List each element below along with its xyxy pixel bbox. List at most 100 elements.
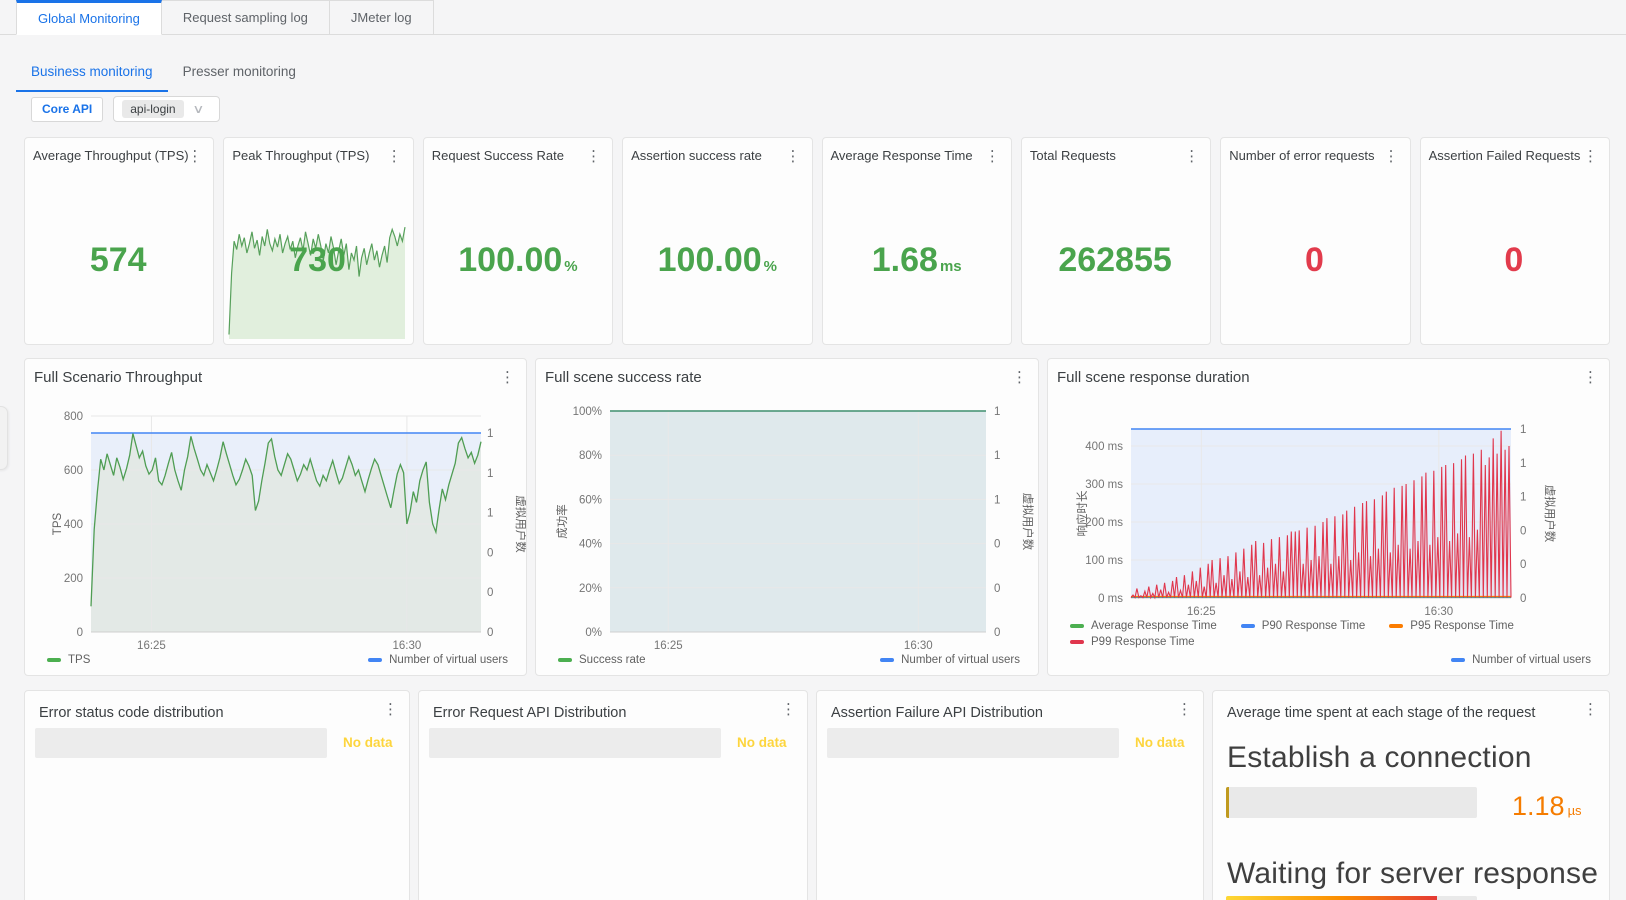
tab-label: Global Monitoring xyxy=(38,11,140,26)
kebab-menu-icon[interactable]: ⋮ xyxy=(500,369,515,386)
svg-text:成功率: 成功率 xyxy=(555,504,569,539)
kebab-menu-icon[interactable]: ⋮ xyxy=(1184,148,1200,165)
svg-text:100 ms: 100 ms xyxy=(1085,555,1123,567)
svg-text:虚拟用户数: 虚拟用户数 xyxy=(1021,493,1035,551)
legend-average-response-time[interactable]: Average Response Time xyxy=(1070,620,1217,632)
legend-virtual-users[interactable]: Number of virtual users xyxy=(368,654,508,666)
kebab-menu-icon[interactable]: ⋮ xyxy=(984,148,1000,165)
svg-text:1: 1 xyxy=(1520,458,1526,470)
legend-virtual-users[interactable]: Number of virtual users xyxy=(1451,654,1591,666)
svg-text:1: 1 xyxy=(994,406,1000,418)
legend-marker xyxy=(1451,658,1466,662)
tab-request-sampling-log[interactable]: Request sampling log xyxy=(161,0,330,35)
sub-tab-bar: Business monitoring Presser monitoring xyxy=(16,55,311,92)
stat-title: Total Requests xyxy=(1029,148,1116,163)
kebab-menu-icon[interactable]: ⋮ xyxy=(785,148,801,165)
svg-text:0 ms: 0 ms xyxy=(1098,593,1123,605)
stat-value: 0 xyxy=(1304,241,1324,279)
throughput-chart: 800 600 400 200 0 16:25 16:30 1 1 1 0 0 0 TPS 虚拟用户数 xyxy=(25,359,526,675)
legend-virtual-users[interactable]: Number of virtual users xyxy=(880,654,1020,666)
chart-card-success-rate: Full scene success rate ⋮ 100% 80% 60% 40% 2… xyxy=(535,358,1039,676)
panel-title: Assertion Failure API Distribution xyxy=(831,705,1043,721)
svg-text:800: 800 xyxy=(64,411,83,423)
svg-text:16:30: 16:30 xyxy=(393,640,422,652)
tab-global-monitoring[interactable]: Global Monitoring xyxy=(16,0,162,35)
kebab-menu-icon[interactable]: ⋮ xyxy=(383,701,398,718)
legend-marker xyxy=(1240,624,1255,628)
legend-label: TPS xyxy=(68,654,91,666)
svg-text:0: 0 xyxy=(487,627,493,639)
legend-tps[interactable]: TPS xyxy=(47,654,90,666)
tab-jmeter-log[interactable]: JMeter log xyxy=(329,0,434,35)
chevron-down-icon: ∨ xyxy=(191,102,205,116)
svg-text:100%: 100% xyxy=(573,406,602,418)
kebab-menu-icon[interactable]: ⋮ xyxy=(781,701,796,718)
svg-text:20%: 20% xyxy=(579,583,602,595)
svg-text:60%: 60% xyxy=(579,494,602,506)
svg-text:1: 1 xyxy=(994,450,1000,462)
stat-title: Request Success Rate xyxy=(431,148,564,163)
kebab-menu-icon[interactable]: ⋮ xyxy=(187,148,203,165)
kebab-menu-icon[interactable]: ⋮ xyxy=(1583,701,1598,718)
legend-p95-response-time[interactable]: P95 Response Time xyxy=(1389,620,1514,632)
stat-card-peak-throughput: Peak Throughput (TPS) ⋮ 730 xyxy=(223,137,414,345)
core-api-button[interactable]: Core API xyxy=(31,96,104,122)
svg-text:1: 1 xyxy=(1520,424,1526,436)
stage-value: 1.18 µs xyxy=(1512,791,1582,822)
legend-success-rate[interactable]: Success rate xyxy=(558,654,645,666)
legend-marker xyxy=(1070,640,1084,644)
stat-unit: % xyxy=(564,258,578,275)
stat-card-request-success-rate: Request Success Rate ⋮ 100.00% xyxy=(422,137,614,345)
legend-label: P99 Response Time xyxy=(1091,636,1195,648)
svg-text:16:25: 16:25 xyxy=(1187,606,1216,618)
legend-p99-response-time[interactable]: P99 Response Time xyxy=(1070,636,1195,648)
kebab-menu-icon[interactable]: ⋮ xyxy=(1583,148,1598,165)
stat-card-error-requests: Number of error requests ⋮ 0 xyxy=(1220,137,1411,345)
chart-title: Full scene success rate xyxy=(545,369,702,386)
api-select-dropdown[interactable]: api-login ∨ xyxy=(113,96,221,122)
svg-text:40%: 40% xyxy=(579,539,602,551)
svg-text:0: 0 xyxy=(1520,593,1526,605)
svg-text:400 ms: 400 ms xyxy=(1085,441,1123,453)
subtab-presser-monitoring[interactable]: Presser monitoring xyxy=(182,64,296,79)
stat-title: Average Throughput (TPS) xyxy=(33,148,189,163)
svg-text:响应时长: 响应时长 xyxy=(1075,490,1089,536)
kebab-menu-icon[interactable]: ⋮ xyxy=(1583,369,1598,386)
main-tab-bar: Global Monitoring Request sampling log J… xyxy=(0,0,1626,35)
stat-title: Peak Throughput (TPS) xyxy=(232,148,370,163)
stat-value: 730 xyxy=(289,241,346,279)
stage-bar-fill xyxy=(1226,787,1229,818)
svg-text:80%: 80% xyxy=(579,450,602,462)
panel-request-stage-times: Average time spent at each stage of the … xyxy=(1212,690,1610,900)
kebab-menu-icon[interactable]: ⋮ xyxy=(1012,369,1027,386)
stat-value: 100.00 xyxy=(657,241,762,279)
response-duration-chart: 400 ms 300 ms 200 ms 100 ms 0 ms 16:25 16:30 1 1… xyxy=(1048,359,1609,675)
svg-text:200: 200 xyxy=(64,573,83,585)
legend-marker xyxy=(1070,624,1084,628)
kebab-menu-icon[interactable]: ⋮ xyxy=(1177,701,1192,718)
svg-text:1: 1 xyxy=(487,428,493,440)
svg-text:200 ms: 200 ms xyxy=(1085,517,1123,529)
success-rate-chart: 100% 80% 60% 40% 20% 0% 16:25 16:30 1 1 1 0 0 0 成功率 虚拟用… xyxy=(536,359,1038,675)
empty-bar-placeholder xyxy=(35,728,327,758)
subtab-business-monitoring[interactable]: Business monitoring xyxy=(16,55,168,92)
kebab-menu-icon[interactable]: ⋮ xyxy=(1383,148,1399,165)
svg-text:0: 0 xyxy=(994,583,1000,595)
legend-label: Number of virtual users xyxy=(901,654,1020,666)
panel-title: Average time spent at each stage of the … xyxy=(1227,705,1536,721)
legend-p90-response-time[interactable]: P90 Response Time xyxy=(1240,620,1365,632)
chart-card-response-duration: Full scene response duration ⋮ 400 ms 300… xyxy=(1047,358,1610,676)
stat-value: 0 xyxy=(1504,241,1524,279)
svg-text:0: 0 xyxy=(77,627,83,639)
panel-title: Error status code distribution xyxy=(39,705,224,721)
svg-text:16:30: 16:30 xyxy=(1424,606,1453,618)
svg-text:虚拟用户数: 虚拟用户数 xyxy=(1543,485,1557,543)
no-data-label: No data xyxy=(1135,735,1185,750)
panel-collapse-handle[interactable] xyxy=(0,406,8,470)
kebab-menu-icon[interactable]: ⋮ xyxy=(386,148,402,165)
stage-value-number: 1.18 xyxy=(1512,791,1565,821)
kebab-menu-icon[interactable]: ⋮ xyxy=(586,148,602,165)
stat-value: 100.00 xyxy=(458,241,563,279)
peak-throughput-sparkline xyxy=(224,138,410,344)
